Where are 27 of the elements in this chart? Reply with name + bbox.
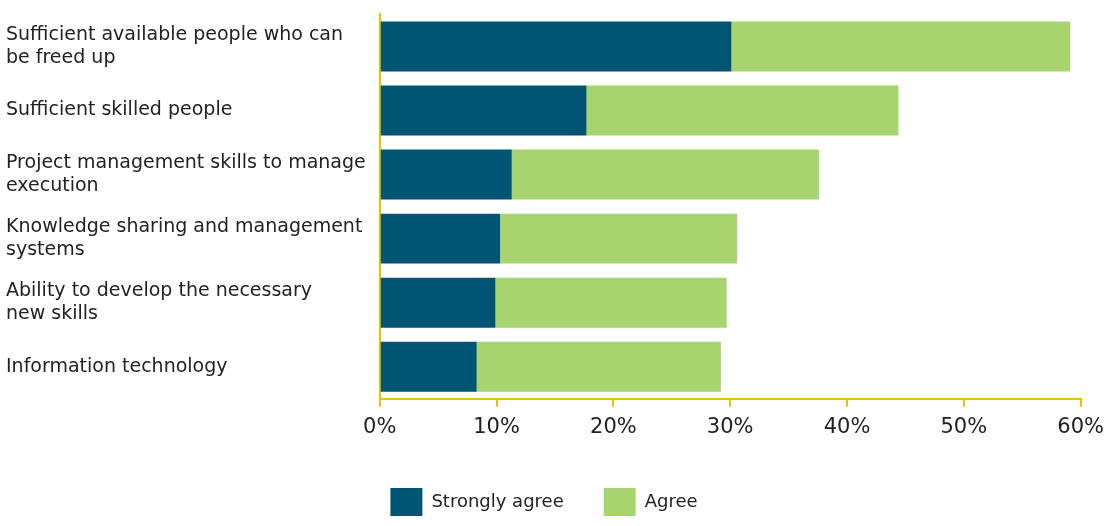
bar (495, 277, 727, 328)
bar (380, 341, 477, 392)
x-tick-label: 50% (940, 413, 988, 438)
x-tick-label: 0% (363, 413, 397, 438)
y-tick-label: Sufficient skilled people (6, 97, 233, 120)
bar (380, 21, 732, 72)
x-tick-label: 40% (823, 413, 871, 438)
y-tick-label: Project management skills to manage execution (6, 150, 366, 195)
bar (380, 149, 512, 200)
x-tick-label: 10% (473, 413, 520, 438)
x-tick-label: 30% (706, 413, 754, 438)
bar (380, 213, 501, 264)
y-tick-label: Knowledge sharing and management systems (6, 214, 363, 259)
x-tick-label: 60% (1057, 413, 1105, 438)
bar (731, 21, 1071, 72)
bar (380, 277, 496, 328)
bar (476, 341, 721, 392)
y-tick-label: Ability to develop the necessary new skills (6, 278, 313, 324)
bar (586, 85, 899, 136)
bar (380, 85, 587, 136)
y-tick-label: Sufficient available people who can be freed up (6, 21, 344, 67)
bar (511, 149, 819, 200)
bar (500, 213, 738, 264)
x-tick-label: 20% (590, 413, 637, 438)
y-tick-label: Information technology (6, 353, 228, 376)
legend-label: Strongly agree (431, 489, 564, 511)
legend-label: Agree (644, 489, 698, 511)
